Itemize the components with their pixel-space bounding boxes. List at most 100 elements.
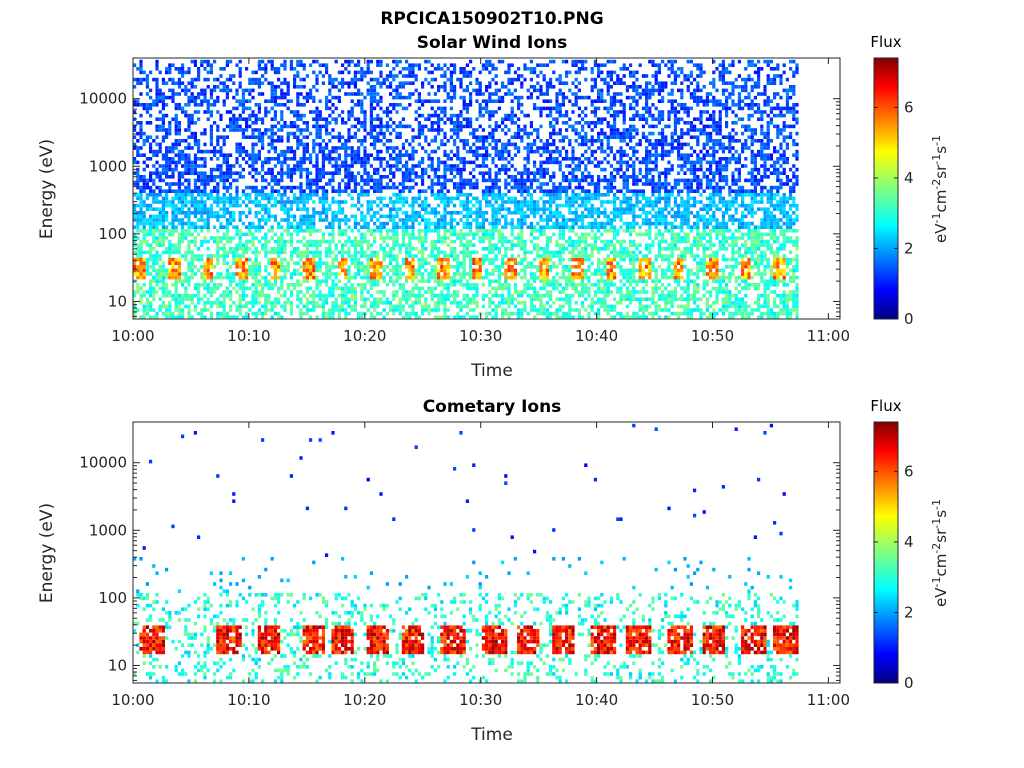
- heatmap-cell: [245, 272, 249, 276]
- heatmap-cell: [139, 196, 143, 201]
- heatmap-cell: [289, 59, 293, 64]
- heatmap-cell: [392, 149, 396, 154]
- heatmap-cell: [209, 275, 213, 280]
- heatmap-cell: [405, 257, 409, 262]
- heatmap-cell: [462, 221, 466, 226]
- heatmap-cell: [261, 81, 265, 85]
- heatmap-cell: [494, 293, 498, 298]
- heatmap-cell: [209, 167, 213, 172]
- heatmap-cell: [321, 311, 325, 316]
- heatmap-cell: [440, 182, 444, 186]
- heatmap-cell: [142, 182, 146, 186]
- heatmap-cell: [289, 308, 293, 312]
- heatmap-cell: [299, 225, 303, 229]
- heatmap-cell: [225, 254, 229, 258]
- heatmap-cell: [363, 221, 367, 226]
- heatmap-cell: [344, 59, 348, 64]
- heatmap-cell: [360, 203, 364, 208]
- heatmap-cell: [299, 250, 303, 255]
- heatmap-cell: [376, 279, 380, 283]
- heatmap-cell: [155, 272, 159, 276]
- heatmap-cell: [171, 257, 175, 262]
- heatmap-cell: [177, 211, 181, 215]
- heatmap-cell: [302, 85, 306, 89]
- heatmap-cell: [469, 225, 473, 229]
- heatmap-cell: [337, 218, 341, 222]
- heatmap-cell: [501, 254, 505, 258]
- heatmap-cell: [513, 211, 517, 215]
- heatmap-cell: [312, 218, 316, 222]
- heatmap-cell: [184, 185, 188, 190]
- heatmap-cell: [261, 160, 265, 165]
- heatmap-cell: [254, 200, 258, 204]
- heatmap-cell: [232, 121, 236, 125]
- heatmap-cell: [158, 189, 162, 193]
- heatmap-cell: [462, 214, 466, 219]
- heatmap-cell: [462, 268, 466, 273]
- heatmap-cell: [485, 157, 489, 161]
- heatmap-cell: [152, 265, 156, 269]
- heatmap-cell: [353, 272, 357, 276]
- heatmap-cell: [478, 261, 482, 265]
- heatmap-cell: [453, 88, 457, 93]
- heatmap-cell: [251, 160, 255, 165]
- heatmap-cell: [507, 67, 511, 71]
- heatmap-cell: [347, 167, 351, 172]
- heatmap-cell: [312, 290, 316, 294]
- heatmap-cell: [245, 196, 249, 201]
- heatmap-cell: [280, 315, 284, 319]
- heatmap-cell: [273, 139, 277, 143]
- heatmap-cell: [517, 207, 521, 211]
- heatmap-cell: [254, 103, 258, 107]
- heatmap-cell: [411, 229, 415, 233]
- heatmap-cell: [385, 74, 389, 78]
- heatmap-cell: [385, 243, 389, 247]
- heatmap-cell: [373, 250, 377, 255]
- heatmap-cell: [273, 203, 277, 208]
- heatmap-cell: [254, 157, 258, 161]
- heatmap-cell: [478, 239, 482, 244]
- heatmap-cell: [481, 99, 485, 103]
- heatmap-cell: [203, 239, 207, 244]
- heatmap-cell: [491, 286, 495, 291]
- heatmap-cell: [478, 164, 482, 168]
- heatmap-cell: [241, 131, 245, 136]
- heatmap-cell: [190, 92, 194, 96]
- heatmap-cell: [139, 275, 143, 280]
- heatmap-cell: [309, 257, 313, 262]
- heatmap-cell: [405, 67, 409, 71]
- heatmap-cell: [331, 85, 335, 89]
- heatmap-cell: [181, 207, 185, 211]
- heatmap-cell: [523, 128, 527, 132]
- heatmap-cell: [283, 149, 287, 154]
- heatmap-cell: [395, 157, 399, 161]
- heatmap-cell: [222, 178, 226, 183]
- heatmap-cell: [494, 175, 498, 179]
- heatmap-cell: [177, 175, 181, 179]
- heatmap-cell: [325, 171, 329, 175]
- heatmap-cell: [216, 214, 220, 219]
- heatmap-cell: [206, 221, 210, 226]
- heatmap-cell: [133, 146, 137, 150]
- heatmap-cell: [360, 218, 364, 222]
- heatmap-cell: [235, 193, 239, 197]
- heatmap-cell: [203, 265, 207, 269]
- heatmap-cell: [389, 85, 393, 89]
- heatmap-cell: [177, 128, 181, 132]
- heatmap-cell: [318, 261, 322, 265]
- heatmap-cell: [235, 178, 239, 183]
- heatmap-cell: [449, 74, 453, 78]
- heatmap-cell: [158, 171, 162, 175]
- heatmap-cell: [363, 250, 367, 255]
- heatmap-cell: [168, 131, 172, 136]
- heatmap-cell: [133, 265, 137, 269]
- heatmap-cell: [465, 221, 469, 226]
- heatmap-cell: [155, 225, 159, 229]
- heatmap-cell: [187, 265, 191, 269]
- heatmap-cell: [369, 315, 373, 319]
- heatmap-cell: [254, 229, 258, 233]
- heatmap-cell: [411, 272, 415, 276]
- heatmap-cell: [328, 221, 332, 226]
- heatmap-cell: [485, 200, 489, 204]
- heatmap-cell: [296, 290, 300, 294]
